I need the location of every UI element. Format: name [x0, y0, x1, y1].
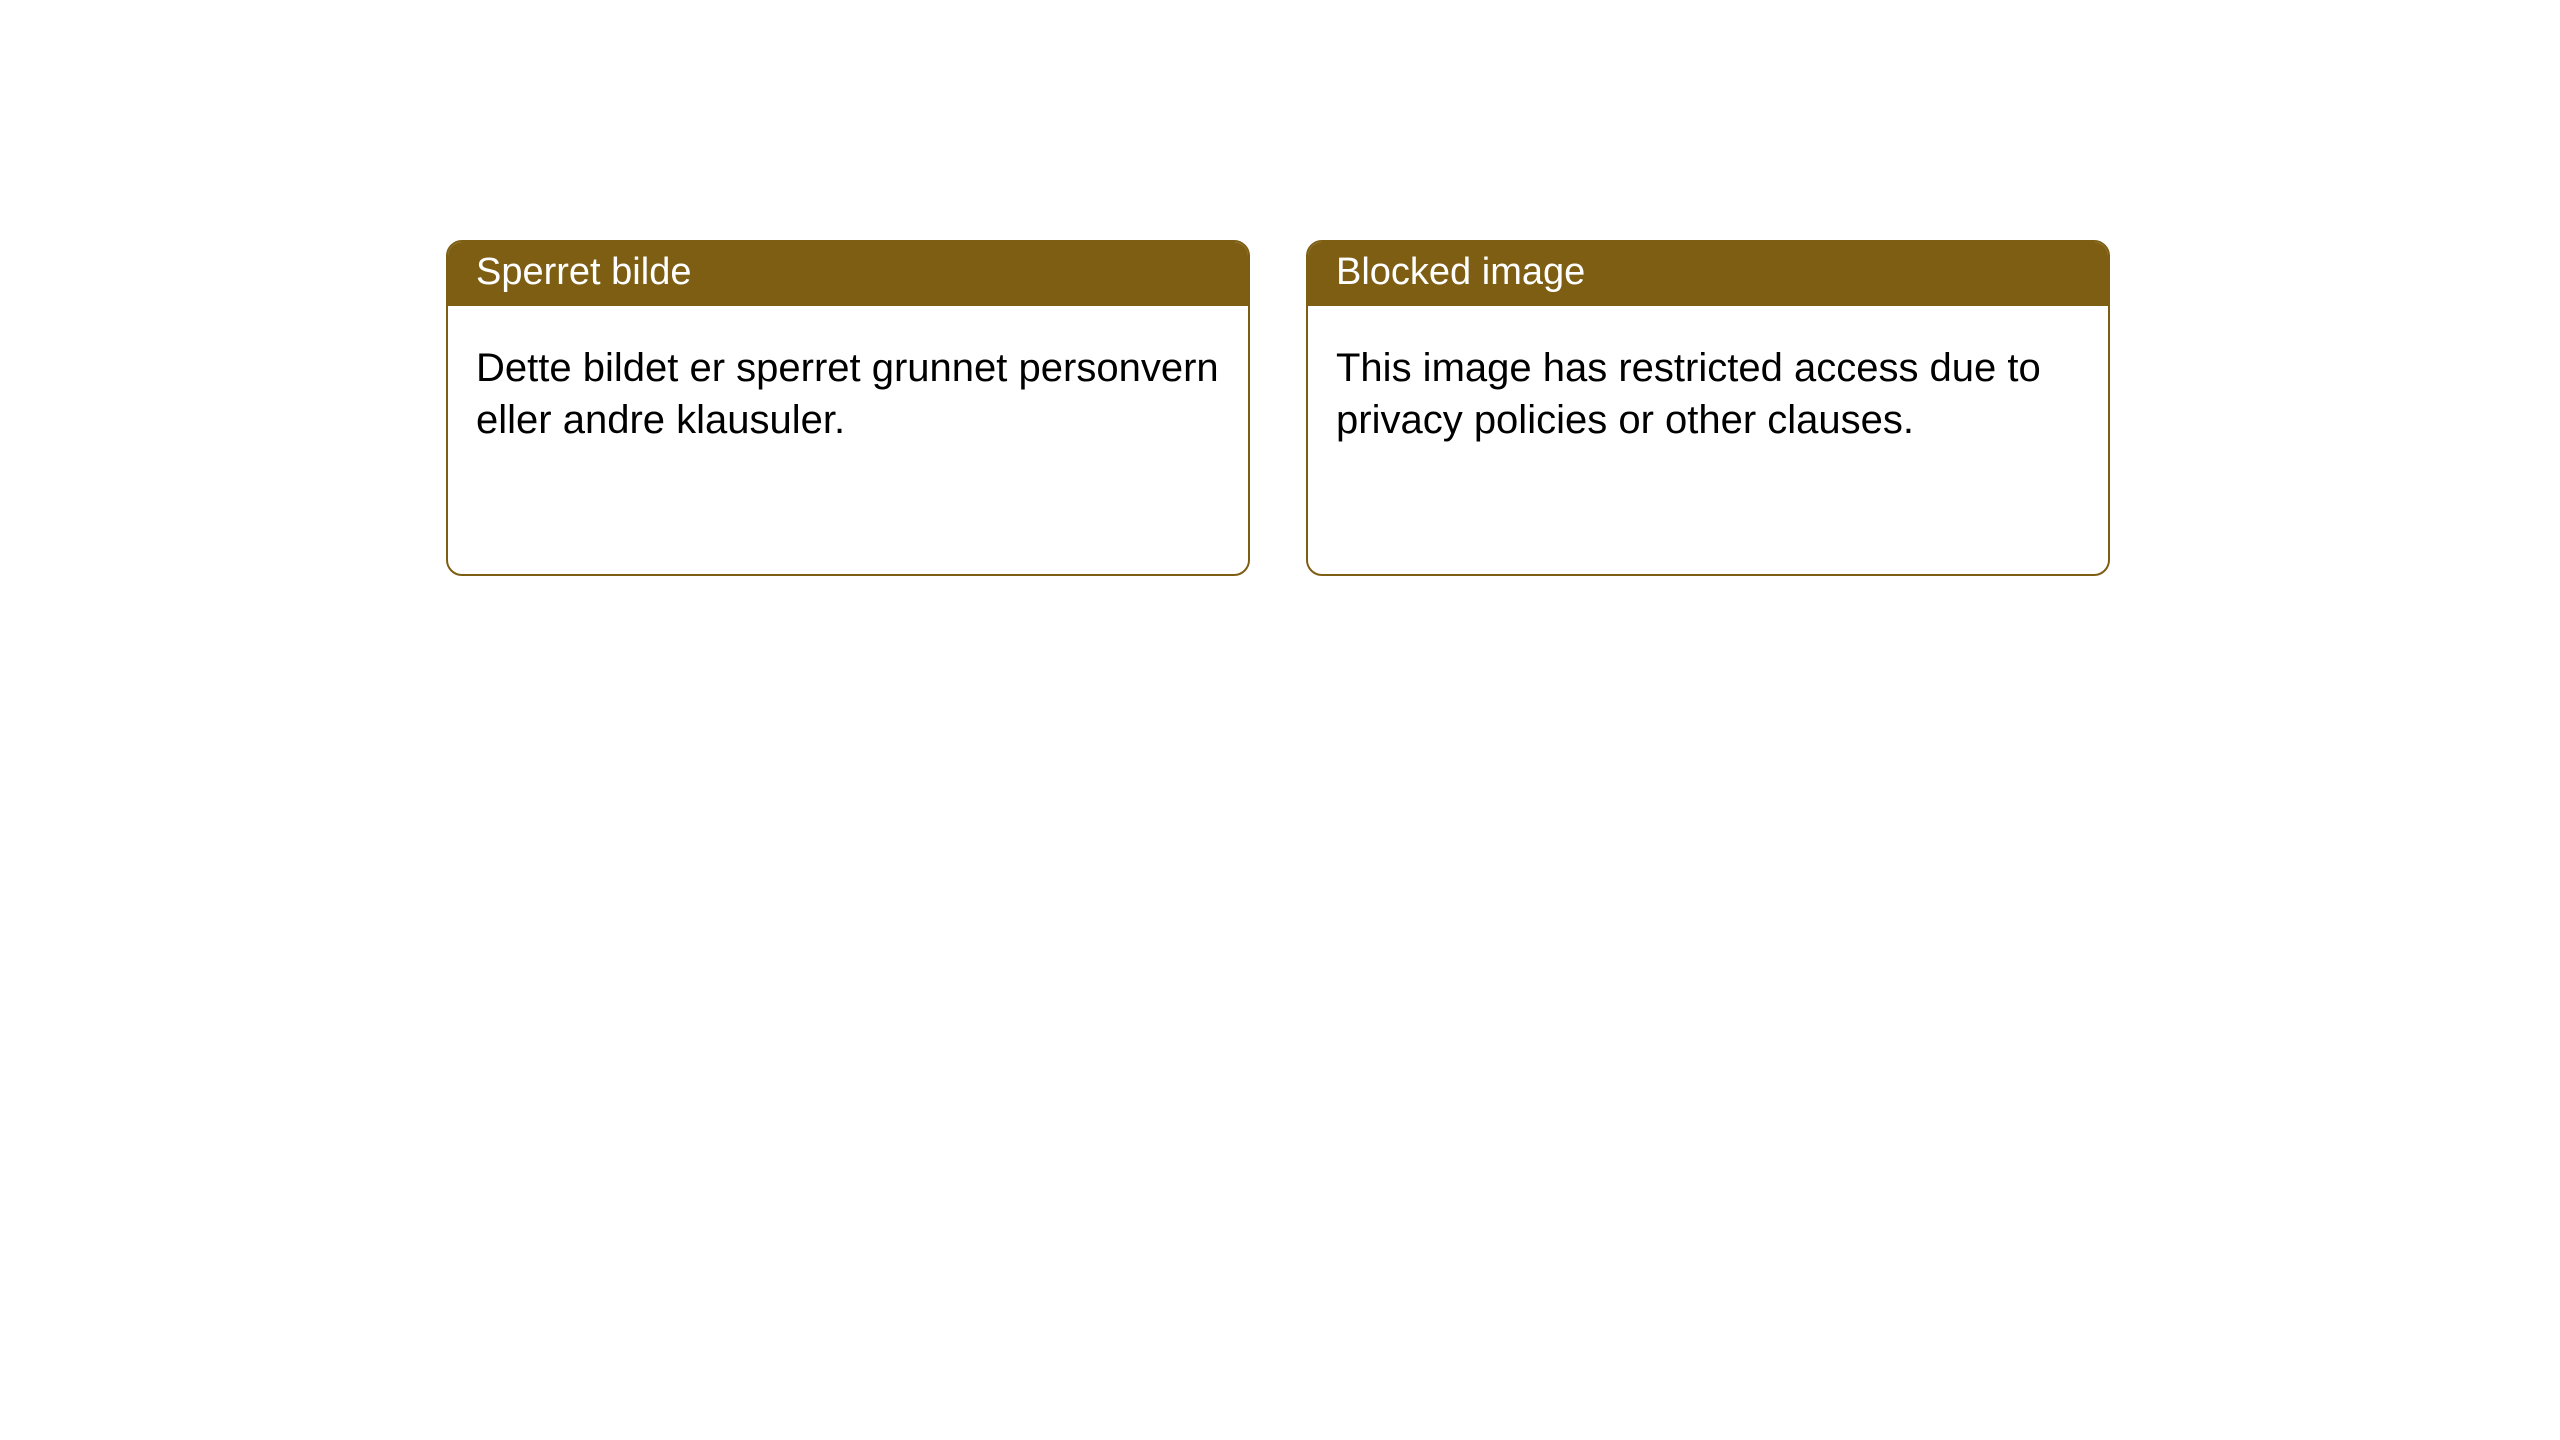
blocked-image-card-no: Sperret bilde Dette bildet er sperret gr…	[446, 240, 1250, 576]
blocked-image-card-en: Blocked image This image has restricted …	[1306, 240, 2110, 576]
card-body-no: Dette bildet er sperret grunnet personve…	[448, 306, 1248, 484]
card-message-no: Dette bildet er sperret grunnet personve…	[476, 346, 1219, 443]
notice-container: Sperret bilde Dette bildet er sperret gr…	[0, 0, 2560, 576]
card-header-no: Sperret bilde	[448, 242, 1248, 306]
card-message-en: This image has restricted access due to …	[1336, 346, 2041, 443]
card-title-en: Blocked image	[1336, 251, 1585, 293]
card-header-en: Blocked image	[1308, 242, 2108, 306]
card-title-no: Sperret bilde	[476, 251, 691, 293]
card-body-en: This image has restricted access due to …	[1308, 306, 2108, 484]
